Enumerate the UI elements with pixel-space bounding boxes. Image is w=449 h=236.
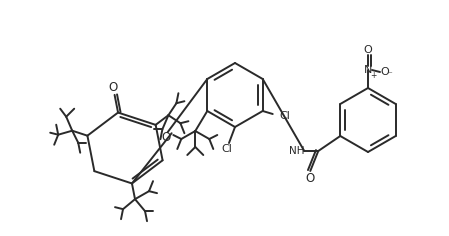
Text: NH: NH xyxy=(289,146,304,156)
Text: +: + xyxy=(370,72,376,80)
Text: O: O xyxy=(108,80,118,93)
Text: O: O xyxy=(381,67,389,77)
Text: Cl: Cl xyxy=(221,144,233,154)
Text: Cl: Cl xyxy=(279,111,290,121)
Text: O: O xyxy=(306,173,315,185)
Text: O: O xyxy=(161,131,170,144)
Text: ⁻: ⁻ xyxy=(387,71,392,80)
Text: O: O xyxy=(364,45,372,55)
Text: N: N xyxy=(364,65,372,75)
